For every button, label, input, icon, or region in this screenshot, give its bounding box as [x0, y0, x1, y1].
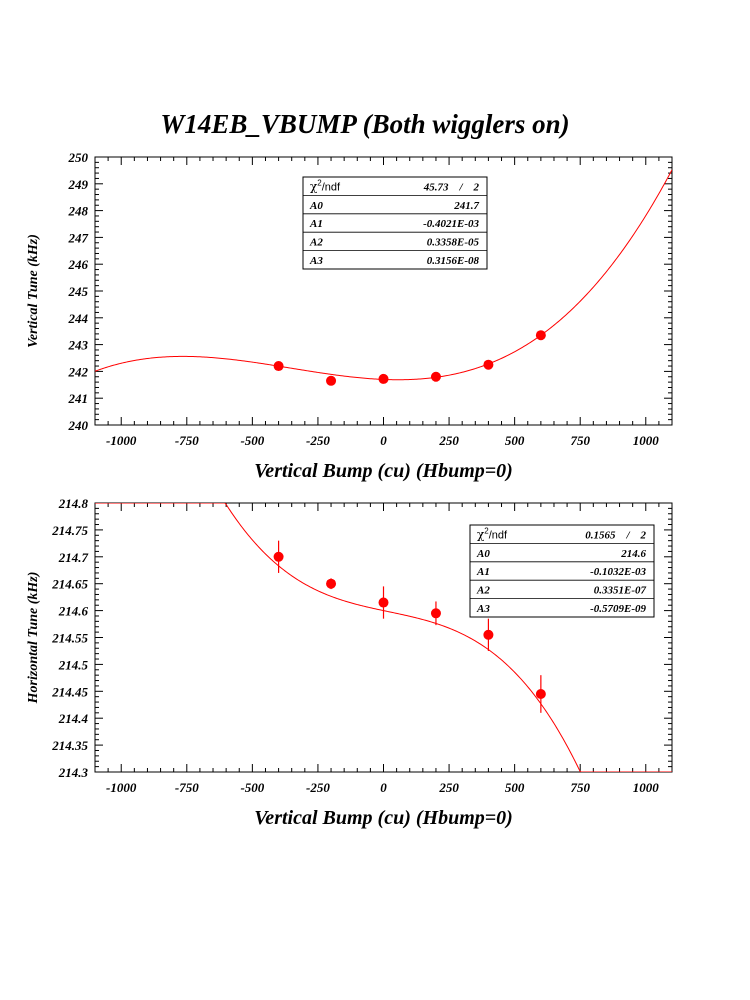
stats-chi-label: χ2/ndf: [310, 178, 341, 193]
y-axis-label: Horizontal Tune (kHz): [26, 572, 41, 705]
y-tick-label: 241: [68, 391, 89, 406]
x-tick-label: -750: [175, 433, 199, 448]
stats-param-value: -0.4021E-03: [423, 218, 479, 230]
x-tick-label: -250: [306, 433, 330, 448]
x-tick-label: 1000: [633, 433, 660, 448]
y-tick-label: 250: [68, 150, 89, 165]
y-tick-label: 214.7: [58, 550, 89, 565]
stats-box-frame: [302, 176, 488, 270]
x-tick-label: -1000: [106, 433, 137, 448]
data-point: [430, 608, 441, 619]
y-tick-label: 244: [68, 311, 89, 326]
chi-ndf: /ndf: [322, 181, 341, 193]
x-tick-label: 250: [438, 433, 459, 448]
x-tick-label: 500: [505, 780, 525, 795]
chi-superscript: 2: [484, 526, 489, 535]
stats-param-label: A1: [476, 566, 490, 578]
y-tick-label: 214.55: [51, 631, 88, 646]
chi-symbol: χ: [477, 527, 485, 541]
chart-panels: -1000 -750 -500 -250 0 250 500 750 1000 240 241 242…: [26, 150, 673, 829]
x-tick-label: 250: [438, 780, 459, 795]
stats-param-label: A1: [309, 218, 323, 230]
y-tick-label: 214.6: [58, 604, 89, 619]
y-tick-label: 243: [68, 338, 89, 353]
x-tick-label: -750: [175, 780, 199, 795]
y-tick-label: 245: [68, 284, 89, 299]
y-tick-label: 242: [68, 364, 89, 379]
x-tick-label: 0: [380, 780, 387, 795]
y-tick-label: 248: [68, 204, 89, 219]
stats-param-value: -0.5709E-09: [590, 603, 646, 615]
data-point: [326, 578, 337, 589]
stats-chi-value: 45.73 / 2: [423, 181, 480, 193]
stats-param-label: A0: [476, 548, 490, 560]
data-point: [535, 330, 546, 341]
stats-param-label: A2: [309, 237, 323, 249]
chart-2: -1000 -750 -500 -250 0 250 500 750 1000 214.3 214.…: [26, 496, 673, 829]
data-point: [535, 688, 546, 699]
y-tick-label: 214.4: [58, 711, 89, 726]
data-point: [378, 597, 389, 608]
stats-box-frame: [469, 524, 655, 618]
y-tick-label: 214.3: [58, 765, 89, 780]
stats-param-value: 0.3156E-08: [427, 255, 480, 267]
y-tick-label: 214.45: [51, 684, 88, 699]
y-axis-label: Vertical Tune (kHz): [26, 234, 41, 348]
x-tick-label: 750: [570, 433, 590, 448]
x-tick-label: 750: [570, 780, 590, 795]
x-tick-label: -500: [240, 780, 264, 795]
stats-param-value: 241.7: [453, 200, 479, 212]
y-tick-label: 214.5: [58, 657, 89, 672]
data-point: [483, 629, 494, 640]
chi-symbol: χ: [310, 179, 318, 193]
stats-param-label: A3: [476, 603, 490, 615]
stats-param-value: 0.3358E-05: [427, 237, 480, 249]
chi-ndf: /ndf: [489, 529, 508, 541]
x-tick-label: 0: [380, 433, 387, 448]
stats-param-value: 214.6: [620, 548, 646, 560]
y-tick-label: 249: [68, 177, 89, 192]
stats-box: χ2/ndf 0.1565 / 2 A0 214.6 A1 -0.1032E-03 A2 0.…: [469, 524, 655, 618]
chi-superscript: 2: [317, 178, 322, 187]
stats-chi-label: χ2/ndf: [477, 526, 508, 541]
stats-param-label: A0: [309, 200, 323, 212]
stats-param-label: A2: [476, 585, 490, 597]
x-tick-label: 1000: [633, 780, 660, 795]
stats-chi-value: 0.1565 / 2: [585, 529, 646, 541]
y-tick-label: 214.8: [58, 496, 89, 511]
y-tick-label: 246: [68, 257, 89, 272]
x-tick-label: -500: [240, 433, 264, 448]
data-point: [378, 373, 389, 384]
x-tick-label: -1000: [106, 780, 137, 795]
data-point: [273, 551, 284, 562]
x-axis-label: Vertical Bump (cu) (Hbump=0): [254, 807, 513, 829]
y-tick-label: 247: [68, 230, 89, 245]
data-point: [483, 359, 494, 370]
stats-param-value: -0.1032E-03: [590, 566, 646, 578]
x-tick-label: -250: [306, 780, 330, 795]
x-axis-label: Vertical Bump (cu) (Hbump=0): [254, 460, 513, 482]
y-tick-label: 214.35: [51, 738, 88, 753]
data-point: [326, 375, 337, 386]
data-point: [430, 371, 441, 382]
page-title: W14EB_VBUMP (Both wigglers on): [160, 109, 569, 139]
stats-param-label: A3: [309, 255, 323, 267]
chart-1: -1000 -750 -500 -250 0 250 500 750 1000 240 241 242…: [26, 150, 673, 482]
y-tick-label: 214.75: [51, 523, 88, 538]
y-tick-label: 214.65: [51, 577, 88, 592]
x-tick-label: 500: [505, 433, 525, 448]
y-tick-label: 240: [68, 418, 89, 433]
data-point: [273, 361, 284, 372]
stats-param-value: 0.3351E-07: [594, 585, 647, 597]
stats-box: χ2/ndf 45.73 / 2 A0 241.7 A1 -0.4021E-03 A2 0.3…: [302, 176, 488, 270]
